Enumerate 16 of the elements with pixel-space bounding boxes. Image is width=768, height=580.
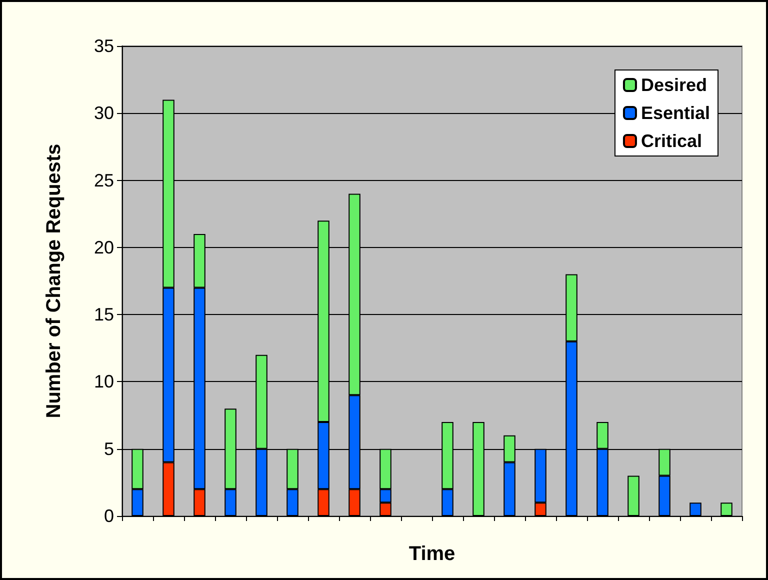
y-tick-label: 5 — [104, 438, 114, 459]
y-tick-label: 30 — [94, 103, 114, 124]
bar — [628, 476, 640, 516]
y-tick-label: 10 — [94, 372, 114, 392]
legend-label: Critical — [640, 131, 702, 151]
y-tick-label: 20 — [94, 237, 114, 258]
y-tick-label: 25 — [94, 170, 114, 190]
legend-label: Desired — [640, 75, 708, 95]
bar — [720, 502, 732, 516]
y-tick-label: 0 — [104, 506, 114, 526]
y-tick-label: 15 — [94, 304, 114, 325]
y-tick-label: 35 — [94, 36, 114, 56]
legend-label: Esential — [640, 103, 710, 123]
bar — [690, 502, 702, 516]
x-axis-title: Time — [408, 543, 456, 565]
y-axis-title: Number of Change Requests — [43, 144, 65, 418]
